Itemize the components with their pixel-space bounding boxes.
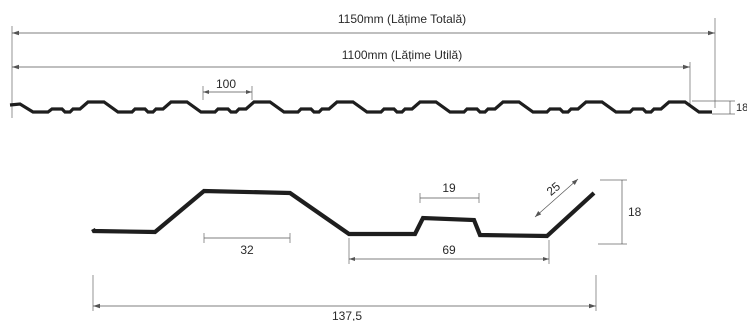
profile-height-dimension: 18	[598, 179, 642, 245]
crest-width-label: 32	[240, 243, 254, 257]
sheet-profile-detail	[91, 188, 596, 239]
slope-length-label: 25	[544, 179, 563, 199]
overview-height-dimension: 18	[692, 100, 747, 115]
overview-height-label: 18	[736, 102, 747, 114]
pitch-label: 100	[216, 77, 236, 91]
crest-width-dimension: 32	[203, 233, 291, 257]
rib-width-label: 19	[442, 181, 456, 195]
useful-width-dimension: 1100mm (Lățime Utilă)	[12, 48, 691, 104]
module-width-dimension: 137,5	[92, 275, 597, 321]
useful-width-label: 1100mm (Lățime Utilă)	[342, 48, 462, 62]
total-width-label: 1150mm (Lățime Totală)	[338, 12, 466, 26]
detail-section: 32 19 69 25 18	[91, 178, 642, 321]
profile-height-label: 18	[628, 205, 642, 219]
valley-width-dimension: 69	[348, 238, 550, 264]
valley-width-label: 69	[442, 243, 456, 257]
sheet-profile-overview	[9, 100, 712, 114]
overview-section: 1150mm (Lățime Totală) 1100mm (Lățime Ut…	[9, 12, 747, 118]
module-width-label: 137,5	[332, 309, 362, 321]
pitch-dimension: 100	[202, 77, 253, 100]
total-width-dimension: 1150mm (Lățime Totală)	[11, 12, 716, 118]
rib-width-dimension: 19	[419, 181, 480, 203]
